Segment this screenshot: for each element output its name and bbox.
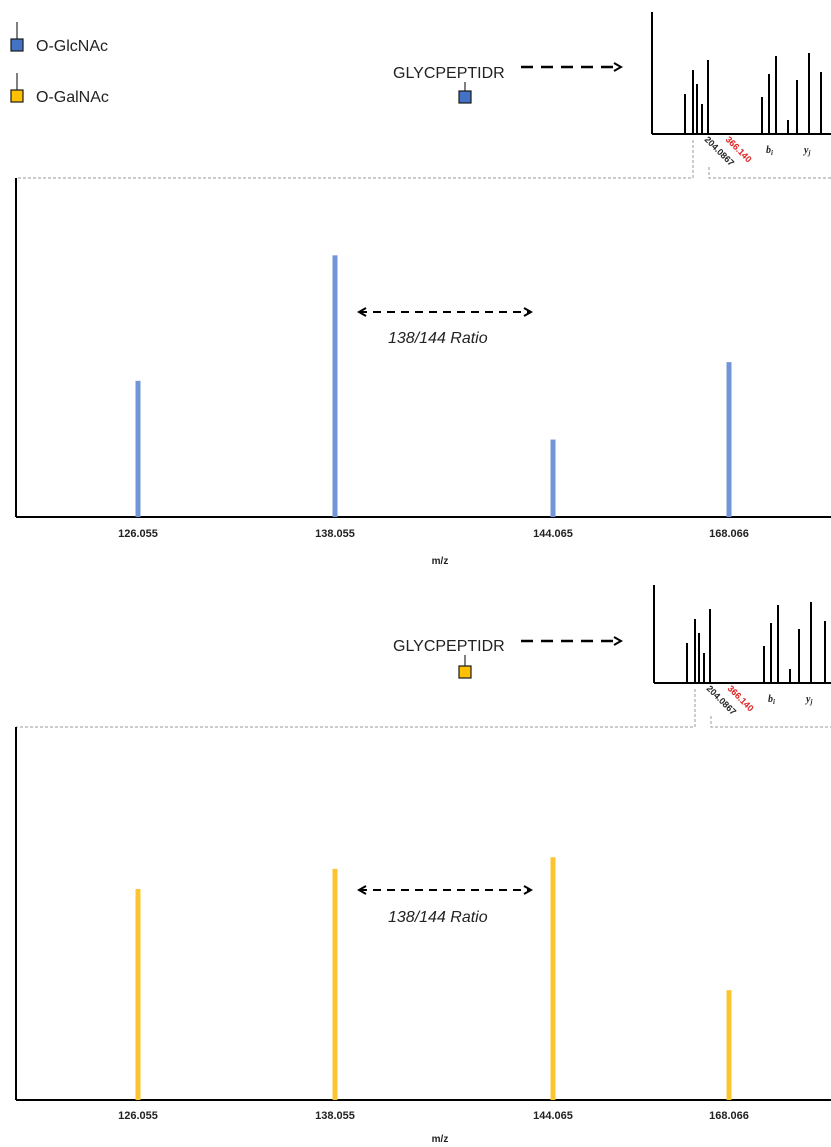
zoom-guide-2-right bbox=[710, 716, 831, 728]
x-tick-label: 138.055 bbox=[315, 1110, 355, 1122]
chart-1-x-axis-label: m/z bbox=[432, 556, 449, 567]
ms2-inset-2: 366.140 204.0867 bi yj bbox=[16, 585, 831, 728]
chart-2-x-axis-label: m/z bbox=[432, 1134, 449, 1145]
x-tick-label: 126.055 bbox=[118, 1110, 158, 1122]
ms2-inset-2-y-ion: yj bbox=[805, 694, 812, 706]
chart-galnac: 126.055 138.055 144.065 168.066 m/z 138/144… bbox=[15, 727, 831, 1145]
bar-126-055 bbox=[135, 889, 141, 1100]
legend-galnac-label: O-GalNAc bbox=[36, 89, 109, 106]
panel-2-header: GLYCPEPTIDR 366.140 204.0867 bbox=[16, 585, 831, 728]
bar-126-055 bbox=[135, 380, 141, 517]
chart-2-tick-labels: 126.055 138.055 144.065 168.066 bbox=[118, 1110, 749, 1122]
chart-glcnac: 126.055 138.055 144.065 168.066 m/z 138/144… bbox=[15, 178, 831, 567]
x-tick-label: 144.065 bbox=[533, 528, 573, 540]
ms2-inset-1: 366.140 204.0867 bi yj bbox=[16, 12, 831, 179]
bar-144-065 bbox=[550, 439, 556, 517]
x-tick-label: 168.066 bbox=[709, 1110, 749, 1122]
legend-galnac-square-icon bbox=[10, 89, 24, 103]
peptide-label-1: GLYCPEPTIDR bbox=[393, 65, 505, 82]
bar-138-055 bbox=[332, 255, 338, 517]
x-tick-label: 168.066 bbox=[709, 528, 749, 540]
zoom-guide-1-right bbox=[708, 167, 831, 179]
ms2-inset-2-b-ion: bi bbox=[768, 694, 775, 706]
legend-glcnac-square-icon bbox=[10, 38, 24, 52]
zoom-guide-2-left bbox=[16, 689, 696, 728]
peptide-2-glycan-square-icon bbox=[458, 665, 472, 679]
chart-2-bars bbox=[135, 857, 732, 1100]
peptide-label-2: GLYCPEPTIDR bbox=[393, 638, 505, 655]
panel-1-header: GLYCPEPTIDR 366.140 204.0867 bbox=[16, 12, 831, 179]
bar-168-066 bbox=[726, 362, 732, 517]
chart-1-bars bbox=[135, 255, 732, 517]
ms2-inset-1-peaks bbox=[684, 53, 822, 134]
bar-144-065 bbox=[550, 857, 556, 1100]
peptide-1-glycan-square-icon bbox=[458, 90, 472, 104]
ms2-inset-1-y-ion: yj bbox=[803, 145, 810, 157]
ratio-label-2: 138/144 Ratio bbox=[388, 909, 488, 926]
ms2-inset-1-b-ion: bi bbox=[766, 145, 773, 157]
bar-168-066 bbox=[726, 990, 732, 1100]
x-tick-label: 138.055 bbox=[315, 528, 355, 540]
x-tick-label: 126.055 bbox=[118, 528, 158, 540]
zoom-guide-1-left bbox=[16, 140, 694, 179]
x-tick-label: 144.065 bbox=[533, 1110, 573, 1122]
ms2-inset-2-peaks bbox=[686, 602, 826, 683]
chart-1-tick-labels: 126.055 138.055 144.065 168.066 bbox=[118, 528, 749, 540]
legend: O-GlcNAc O-GalNAc bbox=[10, 22, 109, 106]
legend-item-galnac: O-GalNAc bbox=[10, 73, 109, 106]
bar-138-055 bbox=[332, 868, 338, 1100]
legend-item-glcnac: O-GlcNAc bbox=[10, 22, 108, 55]
ratio-label-1: 138/144 Ratio bbox=[388, 330, 488, 347]
legend-glcnac-label: O-GlcNAc bbox=[36, 38, 108, 55]
